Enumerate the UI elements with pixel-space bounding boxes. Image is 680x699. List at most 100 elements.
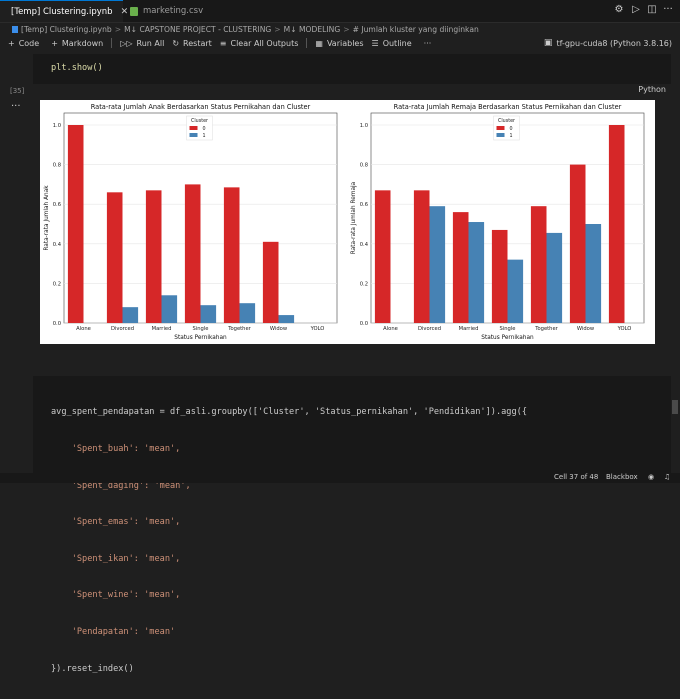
cell-code[interactable]: avg_spent_pendapatan = df_asli.groupby([…	[51, 382, 527, 699]
x-tick-label: Together	[227, 326, 251, 332]
code-line: avg_spent_pendapatan = df_asli.groupby([…	[51, 407, 527, 418]
y-tick-label: 0.2	[360, 281, 368, 287]
variables-label: Variables	[326, 38, 364, 48]
y-tick-label: 0.6	[53, 202, 61, 208]
kernel-picker[interactable]: ▣ tf-gpu-cuda8 (Python 3.8.16)	[544, 36, 672, 50]
kernel-label: tf-gpu-cuda8 (Python 3.8.16)	[556, 38, 672, 48]
kernel-icon: ▣	[543, 38, 553, 48]
breadcrumb-section[interactable]: M↓ CAPSTONE PROJECT - CLUSTERING	[124, 25, 272, 34]
bar-cluster-0	[569, 164, 586, 323]
output-menu-icon[interactable]: ···	[11, 101, 21, 112]
x-tick-label: Widow	[270, 326, 288, 332]
restart-label: Restart	[183, 38, 212, 48]
clear-outputs-label: Clear All Outputs	[230, 38, 299, 48]
x-tick-label: Divorced	[418, 326, 441, 332]
csv-file-icon	[130, 6, 138, 16]
add-code-label: Code	[18, 38, 40, 48]
more-actions-icon[interactable]: ···	[663, 4, 673, 15]
clear-all-icon: ≡	[219, 38, 227, 48]
tab-marketing-csv[interactable]: marketing.csv	[124, 0, 204, 22]
breadcrumb-separator: >	[274, 25, 281, 34]
tab-clustering-notebook[interactable]: [Temp] Clustering.ipynb ✕	[0, 0, 128, 22]
y-tick-label: 0.0	[53, 321, 61, 327]
bar-cluster-1	[546, 232, 563, 323]
x-tick-label: Divorced	[111, 326, 134, 332]
x-tick-label: Married	[152, 326, 172, 332]
chart-title: Rata-rata Jumlah Remaja Berdasarkan Stat…	[394, 103, 622, 111]
toolbar-divider	[111, 38, 113, 48]
add-markdown-label: Markdown	[61, 38, 104, 48]
plus-icon: +	[51, 38, 58, 48]
breadcrumb: [Temp] Clustering.ipynb > M↓ CAPSTONE PR…	[0, 23, 680, 36]
x-tick-label: Married	[459, 326, 479, 332]
add-code-button[interactable]: + Code	[8, 39, 39, 48]
clear-outputs-button[interactable]: ≡ Clear All Outputs	[220, 39, 299, 48]
run-all-button[interactable]: ▷▷ Run All	[120, 39, 164, 48]
x-tick-label: Single	[193, 326, 209, 332]
gear-icon[interactable]: ⚙	[614, 4, 624, 15]
bar-cluster-1	[200, 305, 217, 323]
legend-title: Cluster	[191, 118, 208, 124]
x-tick-label: YOLO	[310, 326, 325, 332]
theme-label[interactable]: Blackbox	[606, 473, 638, 481]
code-cell[interactable]: plt.show()	[33, 54, 671, 84]
variables-button[interactable]: ▦ Variables	[315, 39, 363, 48]
legend-label: 0	[510, 126, 513, 132]
bar-cluster-1	[468, 222, 485, 323]
cell-code[interactable]: plt.show()	[51, 63, 103, 73]
bar-cluster-1	[585, 224, 602, 323]
add-markdown-button[interactable]: + Markdown	[51, 39, 103, 48]
outline-button[interactable]: ☰ Outline	[372, 39, 412, 48]
y-tick-label: 0.0	[360, 321, 368, 327]
bar-chart-figure: 0.0 0.2 0.4 0.6 0.8 1.0 Rata-rata Jumlah Anak …	[44, 103, 645, 341]
variables-icon: ▦	[315, 38, 323, 48]
legend-swatch-0	[496, 126, 505, 130]
copilot-icon[interactable]: ◉	[648, 473, 655, 481]
bar-cluster-0	[184, 184, 201, 323]
breadcrumb-heading[interactable]: # Jumlah kluster yang diinginkan	[352, 25, 479, 34]
close-icon[interactable]: ✕	[120, 6, 129, 17]
legend-title: Cluster	[498, 118, 515, 124]
execution-count: [35]	[10, 87, 25, 95]
toolbar-more-button[interactable]: ···	[424, 39, 432, 48]
bar-cluster-0	[262, 241, 279, 323]
notification-bell-icon[interactable]: ♫	[664, 473, 671, 481]
y-tick-label: 0.4	[360, 242, 369, 248]
legend-label: 1	[203, 133, 206, 139]
cell-position[interactable]: Cell 37 of 48	[554, 473, 599, 481]
restart-button[interactable]: ↻ Restart	[172, 39, 211, 48]
y-tick-label: 0.2	[53, 281, 61, 287]
bar-cluster-0	[452, 212, 469, 323]
legend-swatch-1	[189, 133, 198, 137]
code-line: 'Spent_buah': 'mean',	[51, 444, 181, 455]
y-tick-label: 0.8	[360, 163, 368, 169]
bar-cluster-0	[145, 190, 162, 323]
vertical-scrollbar[interactable]	[672, 400, 678, 414]
status-bar: Cell 37 of 48 Blackbox ◉ ♫	[0, 473, 680, 483]
code-line: 'Spent_emas': 'mean',	[51, 517, 181, 528]
bar-cluster-1	[507, 259, 524, 323]
split-editor-icon[interactable]: ◫	[647, 4, 657, 15]
y-tick-label: 0.8	[53, 163, 61, 169]
y-tick-label: 0.6	[360, 202, 368, 208]
tab-bar: [Temp] Clustering.ipynb ✕ marketing.csv …	[0, 0, 680, 23]
x-tick-label: YOLO	[617, 326, 632, 332]
outline-label: Outline	[382, 38, 412, 48]
x-tick-label: Alone	[76, 326, 91, 332]
code-cell[interactable]: avg_spent_pendapatan = df_asli.groupby([…	[33, 376, 671, 674]
bar-cluster-1	[161, 295, 178, 323]
x-axis-label: Status Pernikahan	[174, 335, 227, 341]
breadcrumb-subsection[interactable]: M↓ MODELING	[283, 25, 341, 34]
bar-cluster-0	[106, 192, 123, 323]
breadcrumb-file[interactable]: [Temp] Clustering.ipynb	[21, 25, 112, 34]
notebook-icon	[12, 26, 18, 33]
legend-label: 0	[203, 126, 206, 132]
bar-cluster-0	[374, 190, 391, 323]
y-tick-label: 1.0	[360, 123, 368, 129]
y-tick-label: 1.0	[53, 123, 61, 129]
bar-cluster-0	[608, 125, 625, 323]
x-tick-label: Together	[534, 326, 558, 332]
run-icon[interactable]: ▷	[632, 4, 640, 15]
cell-language[interactable]: Python	[638, 85, 666, 94]
x-tick-label: Single	[500, 326, 516, 332]
